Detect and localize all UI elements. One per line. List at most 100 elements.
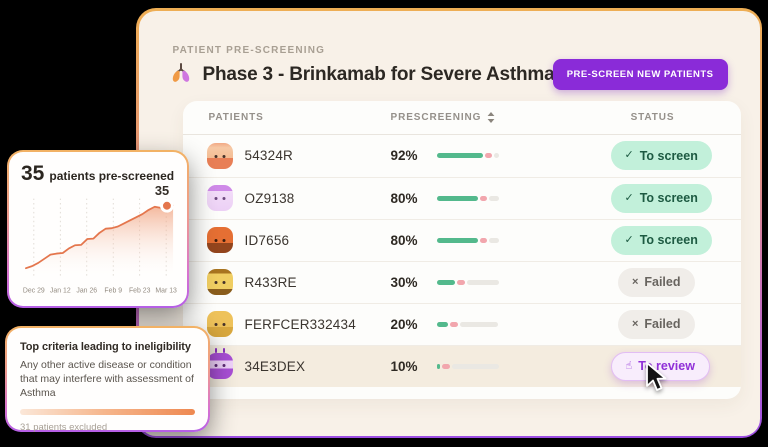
prescreened-chart-card: 35 patients pre-screened 35 Dec 29 Jan 12… (7, 150, 189, 308)
status-icon: ✓ (624, 233, 634, 246)
patient-avatar (206, 348, 233, 379)
column-status: STATUS (630, 111, 675, 123)
patient-avatar (206, 227, 233, 253)
status-cell: ☝ To review (610, 351, 741, 381)
table-body: 54324R 92% ✓ To screen OZ9138 8 (182, 135, 741, 387)
chart-tick-labels: Dec 29 Jan 12 Jan 26 Feb 9 Feb 23 Mar 13 (23, 287, 177, 294)
patient-cell: 34E3DEX (183, 348, 391, 379)
prescreening-cell: 92% (391, 148, 611, 163)
prescreened-chart-card-inner: 35 patients pre-screened 35 Dec 29 Jan 12… (9, 152, 187, 306)
chart-dot (162, 201, 171, 210)
prescreening-percent: 80% (390, 232, 418, 248)
prescreening-percent: 20% (390, 316, 418, 332)
prescreening-cell: 10% (391, 359, 611, 374)
table-row[interactable]: 54324R 92% ✓ To screen (183, 135, 741, 177)
status-cell: × Failed (611, 309, 741, 339)
status-icon: ✓ (624, 191, 634, 204)
patient-id: ID7656 (244, 232, 290, 248)
status-icon: ☝ (625, 359, 633, 372)
patient-cell: R433RE (183, 269, 391, 295)
table-row[interactable]: R433RE 30% × Failed (182, 260, 741, 303)
prescreening-cell: 20% (391, 317, 611, 332)
prescreening-bar (436, 237, 499, 243)
patient-id: R433RE (244, 274, 297, 290)
column-prescreening-label: PRESCREENING (390, 111, 482, 123)
area-chart: 35 Dec 29 Jan 12 Jan 26 Feb 9 Feb 23 Mar 13 (23, 183, 177, 294)
patient-id: FERFCER332434 (244, 316, 356, 332)
main-panel-inner: PATIENT PRE-SCREENING Phase 3 - Brinkama… (138, 10, 760, 436)
status-cell: ✓ To screen (610, 183, 741, 213)
prescreening-bar (436, 195, 499, 201)
pre-screen-new-patients-button[interactable]: PRE-SCREEN NEW PATIENTS (552, 58, 728, 90)
patients-table: PATIENTS PRESCREENING STATUS (182, 100, 741, 399)
patient-id: 34E3DEX (244, 358, 306, 374)
status-label: Failed (644, 317, 681, 331)
patient-cell: OZ9138 (183, 185, 391, 211)
prescreening-bar (436, 363, 499, 369)
chart-annotation: 35 (155, 186, 169, 198)
svg-text:Dec 29: Dec 29 (23, 287, 45, 294)
chart-line (25, 204, 174, 270)
status-label: To screen (639, 148, 698, 163)
status-badge[interactable]: × Failed (617, 267, 695, 297)
table-row[interactable]: FERFCER332434 20% × Failed (182, 302, 741, 345)
patient-avatar (206, 311, 233, 337)
status-label: To screen (639, 191, 698, 205)
prescreening-bar (436, 279, 499, 285)
ineligibility-criteria-card-inner: Top criteria leading to ineligibility An… (7, 328, 208, 433)
prescreening-percent: 92% (390, 148, 418, 163)
status-cell: ✓ To screen (610, 141, 741, 170)
patient-cell: FERFCER332434 (183, 311, 391, 337)
svg-text:Feb 9: Feb 9 (104, 287, 122, 294)
svg-text:Jan 26: Jan 26 (76, 287, 97, 294)
status-cell: × Failed (611, 267, 741, 297)
ineligibility-criteria-card: Top criteria leading to ineligibility An… (5, 326, 210, 433)
status-label: To screen (639, 233, 698, 247)
status-label: Failed (644, 275, 681, 289)
page-title: Phase 3 - Brinkamab for Severe Asthma (202, 64, 555, 85)
column-prescreening[interactable]: PRESCREENING (390, 111, 611, 123)
chart-headline: 35 patients pre-screened (21, 162, 179, 186)
chart-headline-value: 35 (21, 162, 45, 185)
table-row[interactable]: ID7656 80% ✓ To screen (182, 218, 741, 261)
svg-text:Jan 12: Jan 12 (50, 287, 71, 294)
criteria-body: Any other active disease or condition th… (20, 359, 194, 399)
section-eyebrow: PATIENT PRE-SCREENING (172, 44, 326, 56)
column-patients: PATIENTS (208, 111, 264, 123)
svg-text:Feb 23: Feb 23 (129, 287, 151, 294)
patient-avatar (206, 269, 233, 295)
criteria-title: Top criteria leading to ineligibility (20, 341, 191, 353)
table-row[interactable]: OZ9138 80% ✓ To screen (182, 176, 741, 219)
patient-id: 54324R (244, 148, 293, 163)
status-badge[interactable]: ✓ To screen (610, 141, 712, 170)
chart-area (25, 205, 174, 279)
prescreening-cell: 30% (391, 275, 611, 290)
prescreening-cell: 80% (391, 233, 611, 248)
patient-avatar (206, 142, 233, 169)
title-row: Phase 3 - Brinkamab for Severe Asthma (170, 61, 555, 90)
table-header: PATIENTS PRESCREENING STATUS (182, 101, 741, 135)
prescreening-percent: 10% (390, 358, 418, 374)
status-badge[interactable]: × Failed (617, 309, 695, 339)
patient-cell: ID7656 (183, 227, 391, 253)
chart-headline-label: patients pre-screened (49, 169, 175, 183)
main-panel: PATIENT PRE-SCREENING Phase 3 - Brinkama… (136, 8, 762, 438)
prescreening-percent: 80% (390, 190, 418, 206)
criteria-bar (20, 408, 195, 415)
patient-avatar (206, 185, 233, 211)
status-icon: × (631, 275, 639, 288)
status-badge[interactable]: ✓ To screen (610, 225, 712, 255)
status-icon: ✓ (624, 149, 634, 161)
prescreening-bar (436, 321, 499, 327)
status-badge[interactable]: ✓ To screen (610, 183, 712, 213)
status-badge[interactable]: ☝ To review (610, 351, 710, 381)
table-row[interactable]: 34E3DEX 10% ☝ To review (182, 344, 741, 387)
patient-cell: 54324R (183, 142, 391, 169)
prescreening-cell: 80% (391, 191, 611, 206)
status-cell: ✓ To screen (610, 225, 741, 255)
lungs-icon (170, 61, 194, 90)
prescreening-bar (436, 153, 499, 158)
svg-text:Mar 13: Mar 13 (155, 287, 177, 294)
sort-icon[interactable] (487, 111, 495, 123)
